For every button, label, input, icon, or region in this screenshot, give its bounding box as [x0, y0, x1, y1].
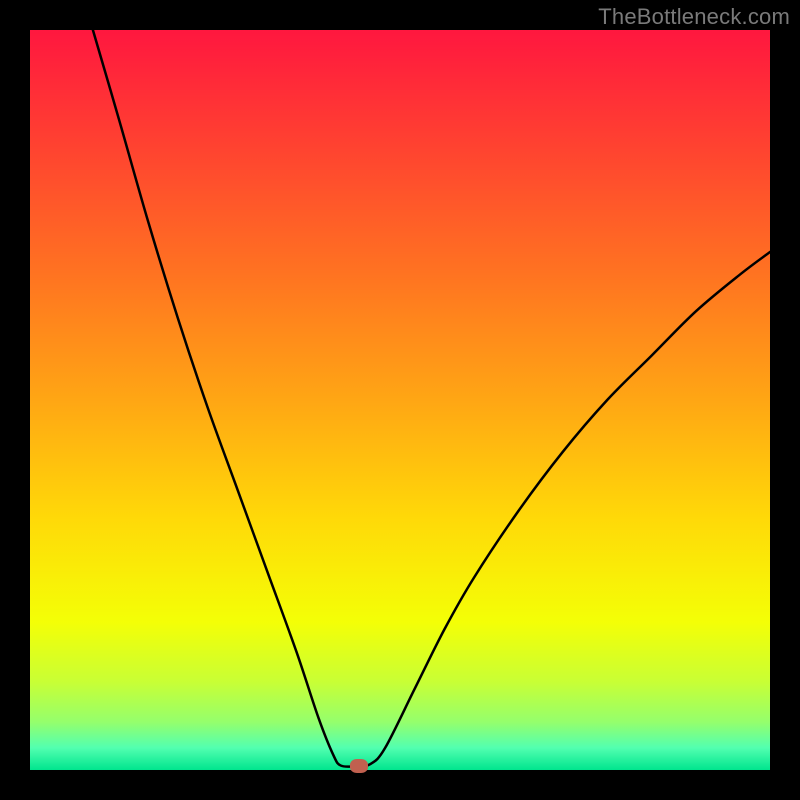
- chart-container: TheBottleneck.com: [0, 0, 800, 800]
- curve-svg: [0, 0, 800, 800]
- watermark-text: TheBottleneck.com: [598, 4, 790, 30]
- min-marker: [350, 759, 368, 773]
- bottleneck-curve: [93, 30, 770, 767]
